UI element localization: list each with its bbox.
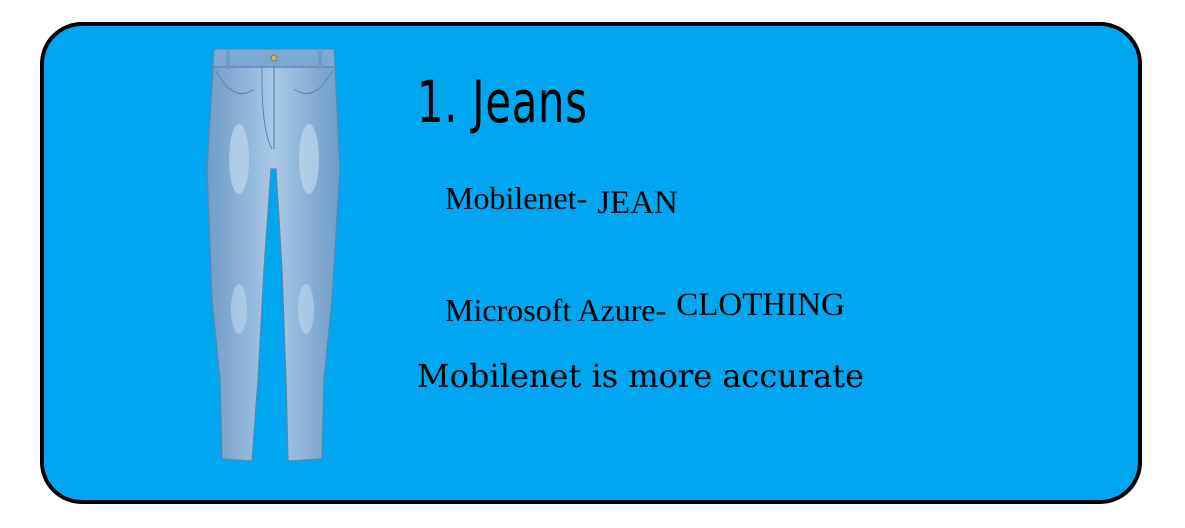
- page-title: 1. Jeans: [417, 68, 588, 136]
- result-card: [40, 22, 1142, 504]
- model-prediction: JEAN: [597, 185, 678, 221]
- result-mobilenet: Mobilenet- JEAN: [445, 180, 678, 221]
- jeans-image: [204, 48, 344, 469]
- model-label: Mobilenet-: [445, 180, 588, 216]
- model-prediction: CLOTHING: [676, 287, 845, 323]
- conclusion-text: Mobilenet is more accurate: [417, 357, 865, 395]
- jeans-illustration: [206, 48, 341, 462]
- result-azure: Microsoft Azure- CLOTHING: [445, 287, 845, 330]
- model-label: Microsoft Azure-: [445, 292, 667, 328]
